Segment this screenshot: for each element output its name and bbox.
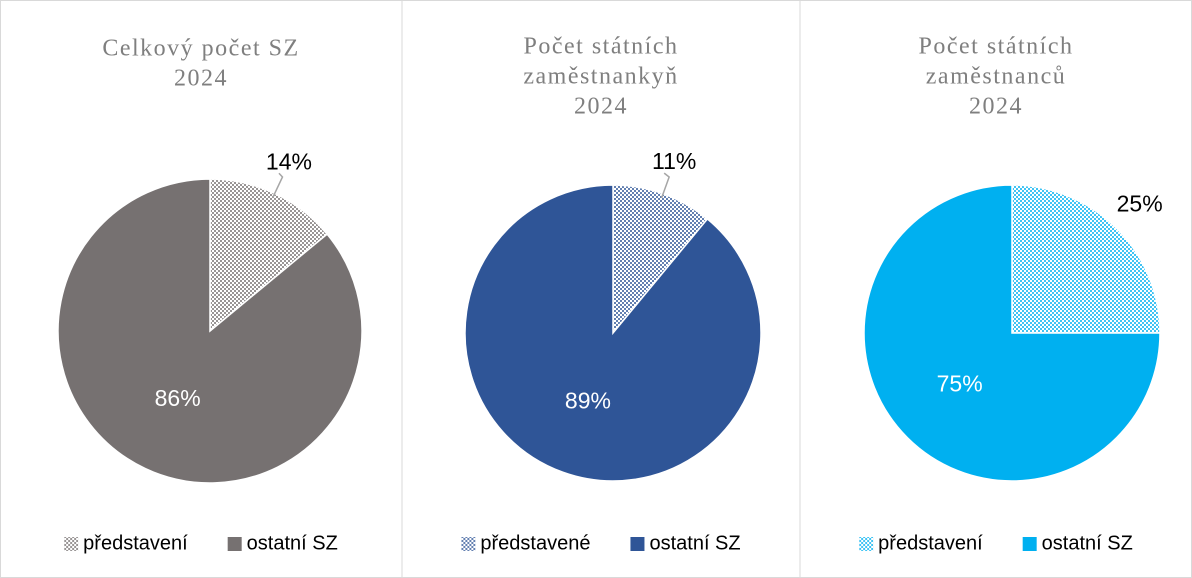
legend-swatch	[859, 537, 874, 551]
legend-label: představení	[83, 532, 188, 554]
chart-title: 2024	[174, 66, 228, 92]
chart-title: Počet státních	[524, 34, 679, 60]
legend-label: představení	[878, 532, 983, 554]
legend-swatch	[630, 537, 645, 551]
pie-slice	[464, 184, 762, 482]
legend-label: ostatní SZ	[247, 532, 338, 554]
chart-title: zaměstnanců	[926, 64, 1066, 90]
data-label: 11%	[652, 148, 696, 174]
chart-title: zaměstnankyň	[523, 64, 678, 90]
legend-swatch	[461, 537, 476, 551]
legend-swatch	[64, 537, 79, 551]
chart-title: 2024	[969, 94, 1023, 120]
data-label: 89%	[565, 388, 611, 414]
legend-label: ostatní SZ	[649, 532, 740, 554]
chart-title: 2024	[574, 94, 628, 120]
chart-title: Počet státních	[919, 34, 1074, 60]
legend-swatch	[1022, 537, 1037, 551]
legend-label: představené	[480, 532, 590, 554]
pie-slice	[57, 178, 363, 484]
data-label: 14%	[266, 148, 312, 174]
data-label: 86%	[155, 385, 201, 411]
data-label: 75%	[937, 370, 983, 396]
legend: představení ostatní SZ	[64, 532, 338, 554]
legend-swatch	[227, 537, 242, 551]
legend-label: ostatní SZ	[1042, 532, 1133, 554]
leader-line	[272, 172, 284, 198]
data-label: 25%	[1117, 190, 1163, 216]
pie-slice	[1011, 184, 1161, 334]
legend: představení ostatní SZ	[859, 532, 1133, 554]
pie-slice	[863, 184, 1161, 482]
leader-line	[660, 172, 671, 199]
legend: představené ostatní SZ	[461, 532, 741, 554]
chart-title: Celkový počet SZ	[102, 36, 299, 62]
